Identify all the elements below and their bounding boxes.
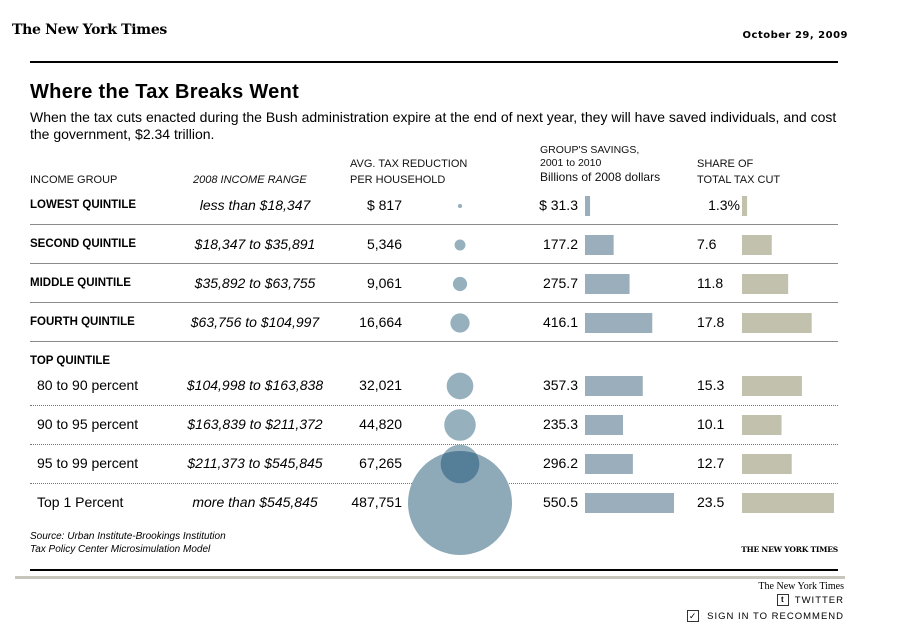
avg-tax-circle — [408, 451, 512, 555]
nyt-masthead-logo[interactable]: The New York Times — [12, 22, 168, 38]
share-bar — [742, 274, 789, 294]
row-income-range: $35,892 to $63,755 — [194, 275, 316, 291]
header-savings-line2: 2001 to 2010 — [540, 157, 602, 169]
row-income-group: LOWEST QUINTILE — [30, 199, 137, 211]
row-income-group: 90 to 95 percent — [37, 416, 139, 432]
twitter-icon: t — [776, 594, 789, 606]
row-income-range: $18,347 to $35,891 — [194, 236, 316, 252]
savings-bar — [585, 196, 591, 216]
sign-in-to-recommend-button[interactable]: ✓ SIGN IN TO RECOMMEND — [687, 610, 844, 622]
avg-tax-circle — [444, 409, 476, 441]
row-avg-tax-reduction: 44,820 — [359, 416, 402, 432]
row-share-of-total: 23.5 — [697, 494, 725, 510]
header-savings-line1: GROUP'S SAVINGS, — [540, 144, 640, 156]
savings-bar — [585, 415, 624, 435]
bottom-rule — [30, 569, 838, 571]
header-avg-line1: AVG. TAX REDUCTION — [350, 158, 468, 170]
savings-bar — [585, 454, 633, 474]
avg-tax-circle — [446, 372, 474, 400]
row-income-range: $211,373 to $545,845 — [187, 455, 323, 471]
row-group-savings: 275.7 — [542, 275, 578, 291]
row-income-range: $104,998 to $163,838 — [186, 377, 324, 393]
row-avg-tax-reduction: 16,664 — [359, 314, 402, 330]
row-avg-tax-reduction: 32,021 — [359, 377, 402, 393]
row-income-range: more than $545,845 — [192, 494, 318, 510]
row-share-of-total: 15.3 — [697, 377, 725, 393]
row-group-savings: 416.1 — [542, 314, 578, 330]
row-separator — [30, 224, 838, 225]
footer-divider — [15, 576, 845, 579]
chart-title: Where the Tax Breaks Went — [30, 81, 300, 103]
row-group-savings: 177.2 — [542, 236, 578, 252]
row-share-of-total: 17.8 — [697, 314, 725, 330]
row-avg-tax-reduction: 67,265 — [359, 455, 402, 471]
row-separator — [30, 341, 838, 342]
header-income-range: 2008 INCOME RANGE — [193, 174, 307, 186]
savings-bar — [585, 313, 653, 333]
row-avg-tax-reduction: 9,061 — [366, 275, 402, 291]
row-income-group: SECOND QUINTILE — [30, 238, 137, 250]
avg-tax-circle — [452, 276, 468, 292]
header-savings-line3: Billions of 2008 dollars — [540, 170, 661, 184]
row-income-group: MIDDLE QUINTILE — [30, 277, 131, 289]
row-group-savings: 235.3 — [542, 416, 578, 432]
share-bar — [742, 454, 792, 474]
savings-bar — [585, 235, 614, 255]
header-avg-line2: PER HOUSEHOLD — [350, 174, 446, 186]
share-bar — [742, 415, 782, 435]
recommend-label: SIGN IN TO RECOMMEND — [707, 610, 844, 622]
header-share-line2: TOTAL TAX CUT — [697, 174, 781, 186]
circle-overlap — [440, 451, 480, 484]
savings-bar — [585, 493, 674, 513]
row-income-range: $63,756 to $104,997 — [190, 314, 320, 330]
row-share-of-total: 10.1 — [697, 416, 725, 432]
row-share-of-total: 12.7 — [697, 455, 725, 471]
row-group-savings: 550.5 — [542, 494, 578, 510]
savings-bar — [585, 274, 630, 294]
share-bar — [742, 376, 802, 396]
row-group-savings: $ 31.3 — [539, 197, 578, 213]
row-separator-dotted — [30, 444, 838, 445]
source-line2: Tax Policy Center Microsimulation Model — [30, 544, 211, 555]
share-bar — [742, 235, 772, 255]
avg-tax-circle — [450, 313, 470, 333]
source-note: Source: Urban Institute-Brookings Instit… — [30, 530, 226, 556]
row-income-group: Top 1 Percent — [37, 494, 124, 510]
row-income-group: 95 to 99 percent — [37, 455, 139, 471]
row-income-group: FOURTH QUINTILE — [30, 316, 135, 328]
row-income-range: $163,839 to $211,372 — [187, 416, 323, 432]
row-group-savings: 357.3 — [542, 377, 578, 393]
share-bar — [742, 196, 748, 216]
nyt-footer-link[interactable]: The New York Times — [758, 581, 844, 592]
top-rule — [30, 61, 838, 63]
row-share-of-total: 11.8 — [697, 275, 724, 291]
twitter-label: TWITTER — [794, 594, 844, 606]
share-bar — [742, 493, 834, 513]
avg-tax-circle — [457, 203, 463, 209]
twitter-button[interactable]: t TWITTER — [776, 594, 844, 606]
source-line1: Source: Urban Institute-Brookings Instit… — [30, 531, 226, 542]
row-avg-tax-reduction: $ 817 — [366, 197, 402, 213]
header-share-line1: SHARE OF — [697, 158, 754, 170]
graphic-credit: THE NEW YORK TIMES — [741, 545, 838, 554]
row-income-group: 80 to 90 percent — [37, 377, 139, 393]
row-group-savings: 296.2 — [542, 455, 578, 471]
checkbox-icon: ✓ — [687, 610, 700, 622]
row-share-of-total: 7.6 — [697, 236, 717, 252]
row-separator-dotted — [30, 405, 838, 406]
row-separator — [30, 302, 838, 303]
publication-date: October 29, 2009 — [742, 30, 848, 41]
row-separator — [30, 263, 838, 264]
savings-bar — [585, 376, 643, 396]
row-income-range: less than $18,347 — [199, 197, 311, 213]
row-avg-tax-reduction: 487,751 — [351, 494, 402, 510]
row-avg-tax-reduction: 5,346 — [366, 236, 402, 252]
header-income-group: INCOME GROUP — [30, 174, 118, 186]
share-bar — [742, 313, 812, 333]
section-label-top-quintile: TOP QUINTILE — [30, 355, 111, 367]
avg-tax-circle — [454, 239, 466, 251]
chart-subtitle: When the tax cuts enacted during the Bus… — [30, 109, 837, 142]
row-share-of-total: 1.3% — [708, 197, 740, 213]
